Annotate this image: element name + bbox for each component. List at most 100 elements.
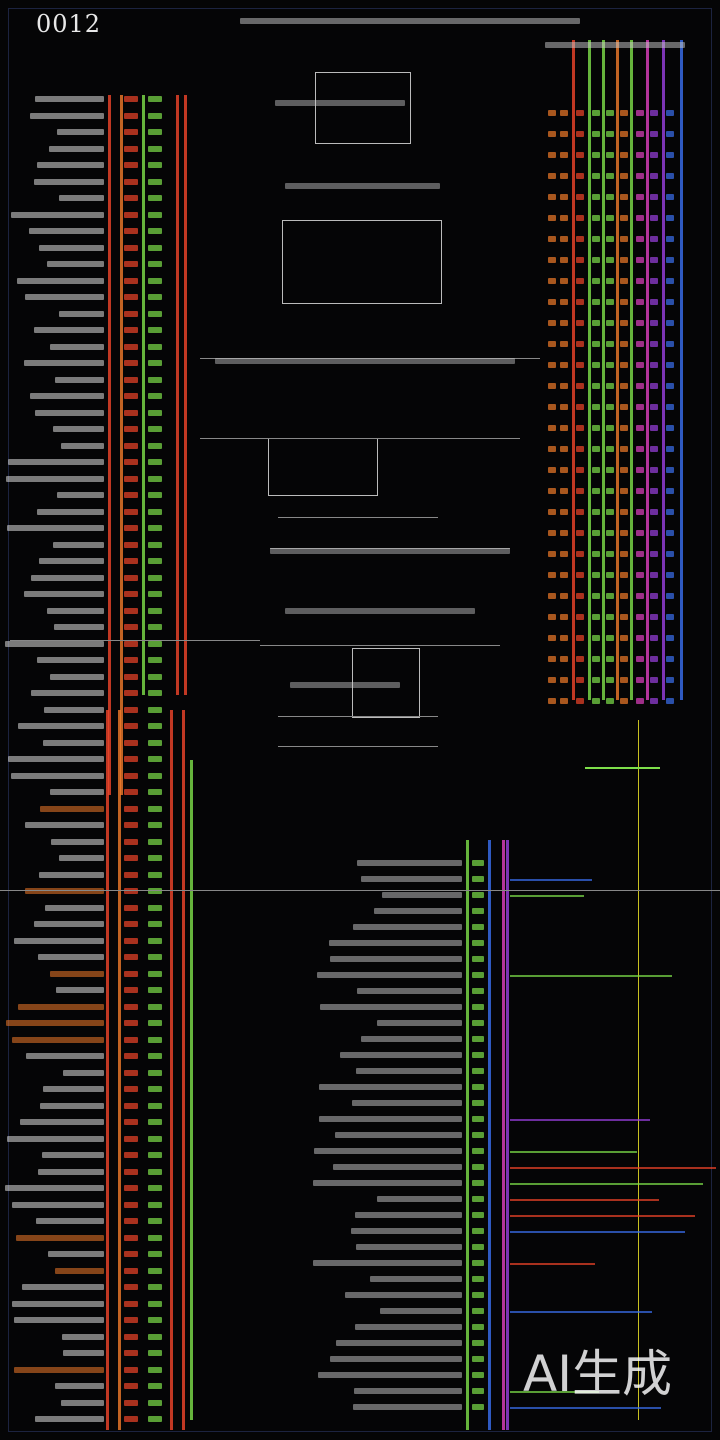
row-value: [548, 173, 556, 179]
row-value: [148, 838, 162, 845]
row-label: [47, 607, 104, 614]
row-value: [666, 425, 674, 431]
row-value: [472, 1004, 484, 1010]
row-value: [148, 261, 162, 267]
row-value: [560, 236, 568, 242]
connector-line: [510, 1391, 599, 1393]
column-line: [588, 40, 591, 700]
row-value: [666, 320, 674, 326]
row-value: [666, 446, 674, 452]
row-label: [30, 112, 104, 119]
row-value: [148, 871, 162, 878]
row-value: [576, 341, 584, 347]
row-value: [666, 656, 674, 662]
row-label: [352, 1100, 462, 1106]
row-value: [650, 488, 658, 494]
panel-box: [315, 72, 411, 144]
row-value: [560, 362, 568, 368]
row-value: [148, 954, 162, 960]
row-value: [636, 173, 644, 179]
row-value: [650, 362, 658, 368]
connector-line: [510, 1231, 686, 1233]
row-value: [472, 1388, 484, 1394]
row-value: [650, 530, 658, 536]
row-value: [620, 341, 628, 347]
row-label: [52, 541, 104, 548]
row-value: [472, 1164, 484, 1170]
row-label: [23, 591, 104, 597]
row-value: [124, 211, 138, 218]
connector-line: [510, 1151, 637, 1153]
row-value: [472, 956, 484, 962]
row-value: [148, 360, 162, 366]
row-value: [472, 1036, 484, 1042]
row-label: [5, 1020, 104, 1026]
row-value: [148, 690, 162, 696]
row-value: [606, 194, 614, 200]
row-value: [148, 327, 162, 333]
row-value: [124, 1069, 138, 1076]
row-label: [7, 459, 104, 465]
row-value: [148, 558, 162, 564]
row-value: [650, 110, 658, 116]
connector-line: [510, 975, 673, 977]
row-value: [124, 1152, 138, 1158]
row-value: [472, 1404, 484, 1410]
row-value: [472, 1276, 484, 1282]
row-value: [650, 215, 658, 221]
row-value: [472, 1212, 484, 1218]
row-value: [666, 257, 674, 263]
row-value: [548, 215, 556, 221]
row-value: [620, 215, 628, 221]
row-value: [124, 1185, 138, 1191]
connector-line: [510, 1215, 696, 1217]
row-value: [472, 908, 484, 914]
row-value: [124, 607, 138, 614]
row-value: [148, 277, 162, 284]
row-value: [124, 1333, 138, 1340]
row-value: [592, 446, 600, 452]
row-value: [650, 656, 658, 662]
row-value: [666, 551, 674, 557]
row-value: [124, 970, 138, 977]
row-value: [666, 194, 674, 200]
row-value: [636, 383, 644, 389]
row-value: [592, 509, 600, 515]
row-value: [636, 299, 644, 305]
row-value: [592, 467, 600, 473]
row-label: [34, 96, 104, 102]
row-value: [620, 635, 628, 641]
panel-box: [282, 220, 442, 304]
row-value: [548, 236, 556, 242]
row-label: [8, 756, 104, 762]
row-value: [636, 635, 644, 641]
row-value: [124, 706, 138, 713]
row-value: [592, 614, 600, 620]
row-value: [148, 1251, 162, 1257]
row-value: [666, 404, 674, 410]
row-value: [124, 558, 138, 564]
row-value: [636, 446, 644, 452]
row-label: [46, 261, 104, 267]
column-line: [184, 95, 187, 695]
row-value: [148, 178, 162, 185]
marker-line: [585, 767, 660, 769]
row-value: [620, 593, 628, 599]
row-label: [380, 1308, 462, 1314]
divider-line: [270, 548, 510, 549]
row-value: [592, 488, 600, 494]
row-label: [4, 640, 104, 647]
row-value: [592, 173, 600, 179]
row-label: [50, 673, 104, 680]
row-value: [666, 299, 674, 305]
row-value: [148, 1003, 162, 1010]
row-value: [148, 1152, 162, 1158]
row-value: [560, 698, 568, 704]
row-value: [148, 574, 162, 581]
row-label: [352, 924, 462, 930]
row-value: [650, 572, 658, 578]
row-label: [354, 1212, 462, 1218]
row-value: [548, 299, 556, 305]
row-value: [548, 110, 556, 116]
row-value: [560, 530, 568, 536]
